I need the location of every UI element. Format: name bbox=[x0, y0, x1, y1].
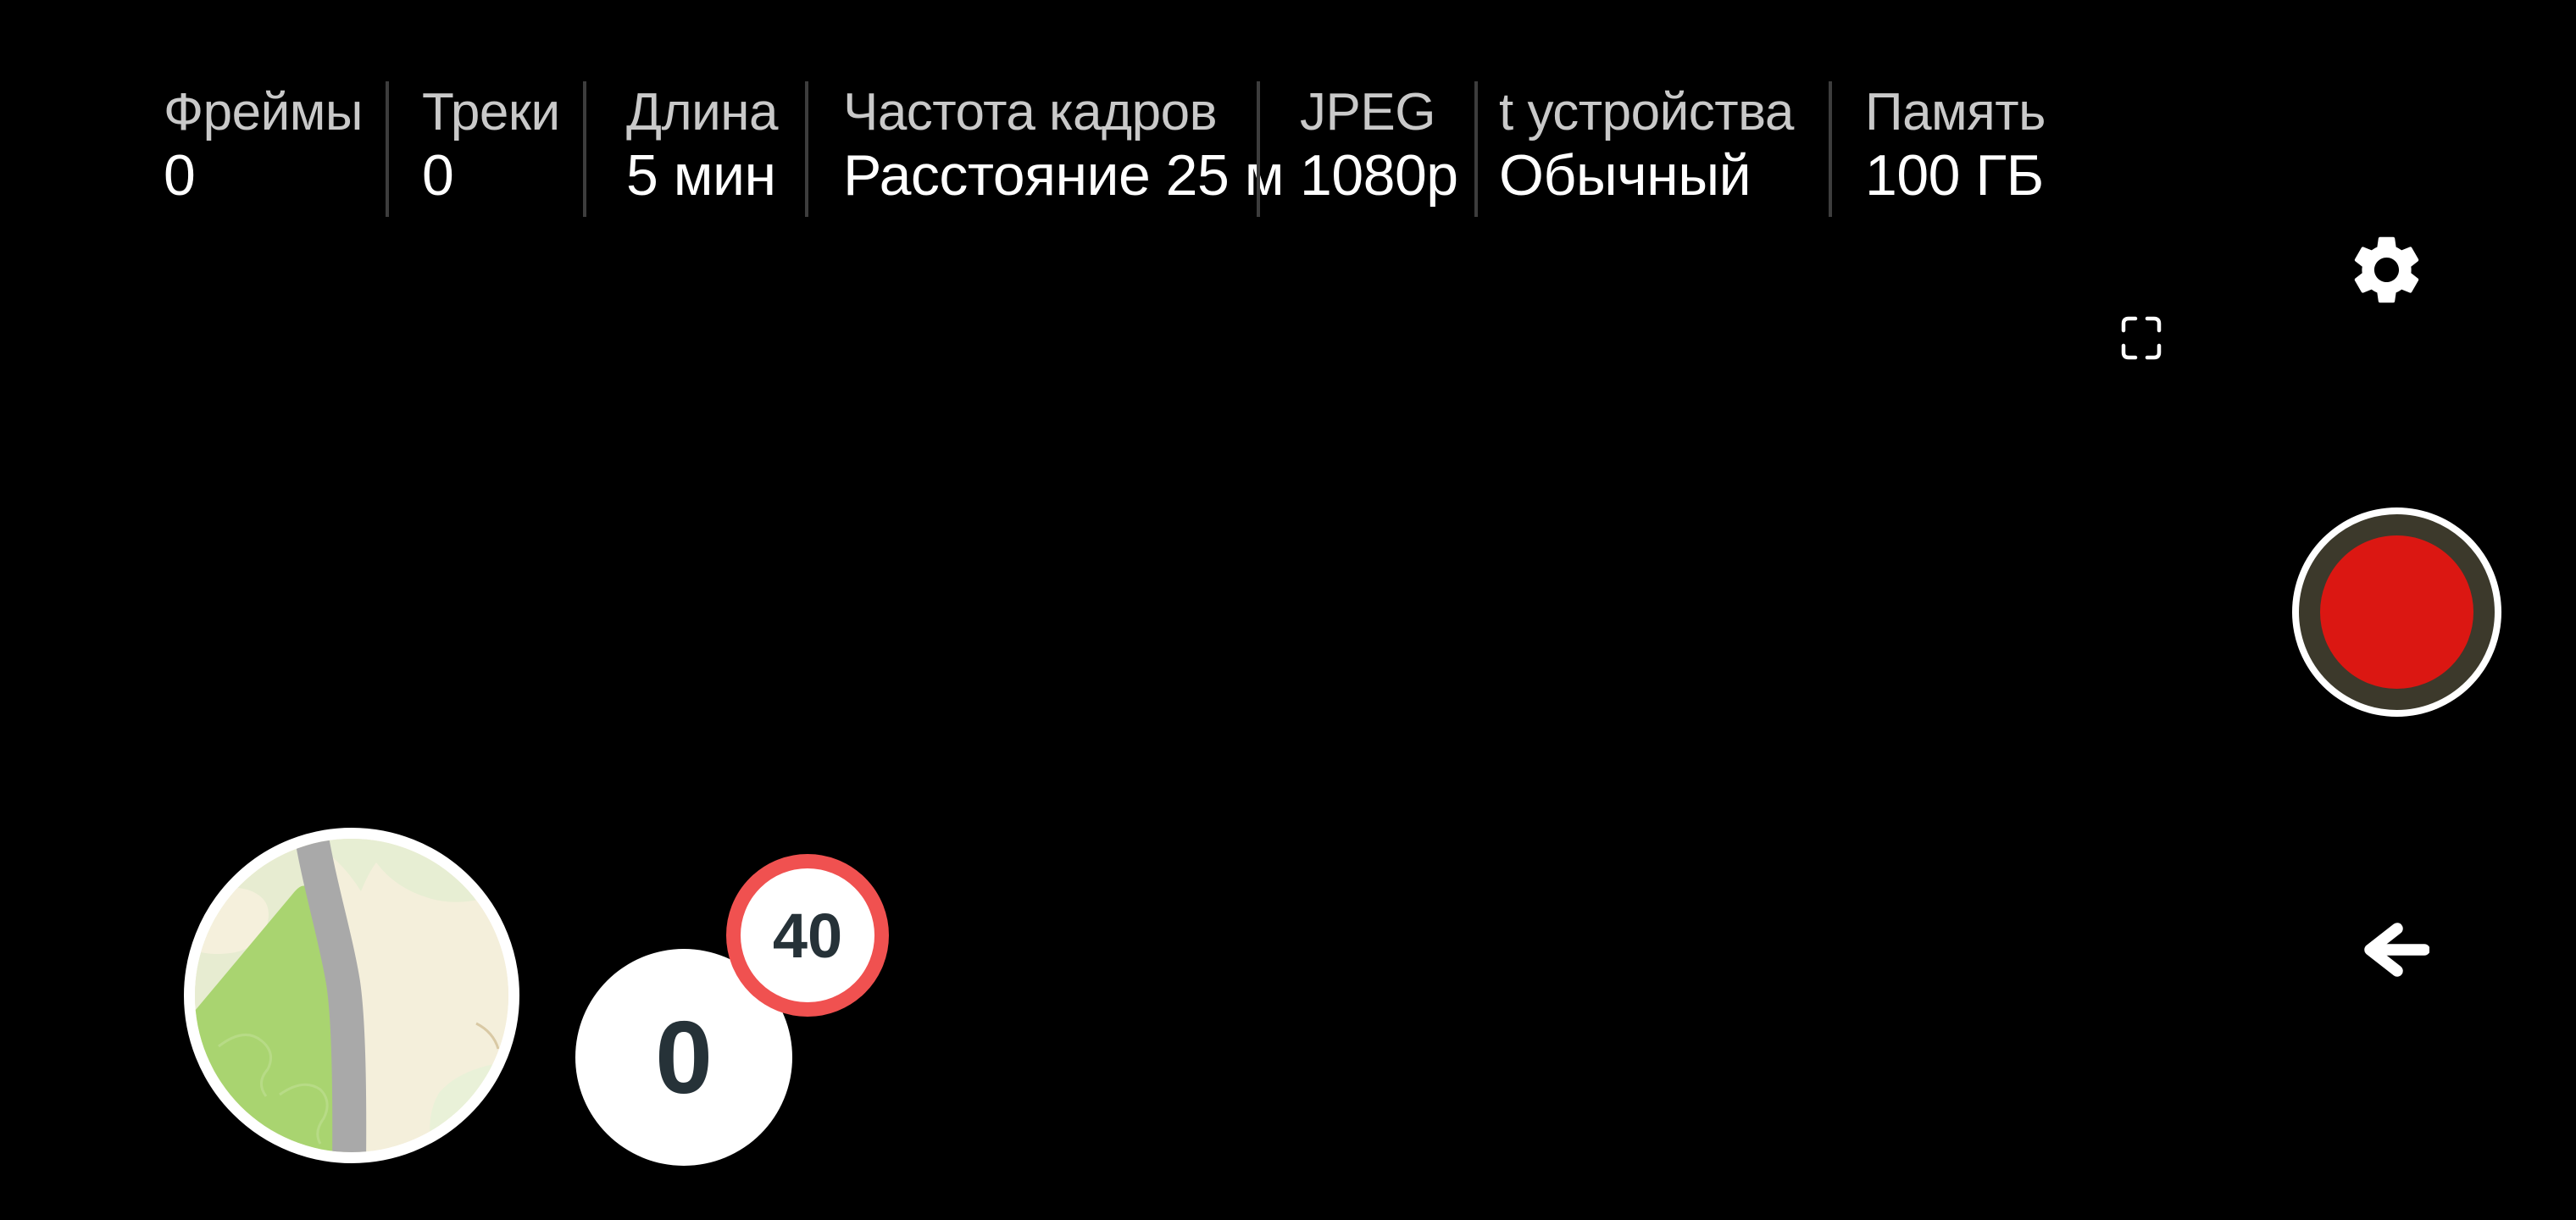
gear-icon bbox=[2346, 236, 2428, 314]
map-thumbnail[interactable] bbox=[184, 828, 519, 1163]
stat-framerate-label: Частота кадров bbox=[843, 83, 1218, 141]
stat-memory: Память 100 ГБ bbox=[1865, 83, 2046, 208]
record-icon bbox=[2299, 514, 2495, 710]
stat-jpeg-value: 1080p bbox=[1300, 143, 1458, 208]
back-arrow-icon bbox=[2358, 923, 2430, 981]
stats-separator bbox=[805, 81, 808, 217]
focus-frame-icon[interactable] bbox=[2120, 314, 2162, 362]
stats-separator bbox=[386, 81, 389, 217]
stat-length-value: 5 мин bbox=[626, 143, 776, 208]
map-image bbox=[195, 839, 508, 1152]
stat-tracks-label: Треки bbox=[422, 83, 560, 141]
speed-limit-value: 40 bbox=[772, 900, 843, 971]
stat-frames: Фреймы 0 bbox=[164, 83, 363, 208]
stat-framerate-value: Расстояние 25 м bbox=[843, 143, 1284, 208]
stat-jpeg: JPEG 1080p bbox=[1300, 83, 1458, 208]
stat-memory-label: Память bbox=[1865, 83, 2046, 141]
speed-value: 0 bbox=[655, 1000, 713, 1115]
stat-framerate: Частота кадров Расстояние 25 м bbox=[843, 83, 1284, 208]
record-button[interactable] bbox=[2292, 507, 2501, 717]
stat-tracks: Треки 0 bbox=[422, 83, 560, 208]
back-button[interactable] bbox=[2358, 922, 2430, 981]
stats-separator bbox=[583, 81, 586, 217]
stats-bar: Фреймы 0 Треки 0 Длина 5 мин Частота кад… bbox=[0, 0, 2576, 220]
stat-device-temp-label: t устройства bbox=[1499, 83, 1794, 141]
stat-device-temp: t устройства Обычный bbox=[1499, 83, 1794, 208]
stats-separator bbox=[1474, 81, 1478, 217]
stat-jpeg-label: JPEG bbox=[1300, 83, 1435, 141]
stats-separator bbox=[1829, 81, 1832, 217]
stat-device-temp-value: Обычный bbox=[1499, 143, 1752, 208]
stat-frames-value: 0 bbox=[164, 143, 196, 208]
speed-limit-badge: 40 bbox=[726, 854, 889, 1017]
settings-button[interactable] bbox=[2346, 229, 2428, 311]
stats-separator bbox=[1257, 81, 1260, 217]
stat-length-label: Длина bbox=[626, 83, 779, 141]
stat-memory-value: 100 ГБ bbox=[1865, 143, 2044, 208]
stat-tracks-value: 0 bbox=[422, 143, 454, 208]
stat-frames-label: Фреймы bbox=[164, 83, 363, 141]
stat-length: Длина 5 мин bbox=[626, 83, 779, 208]
